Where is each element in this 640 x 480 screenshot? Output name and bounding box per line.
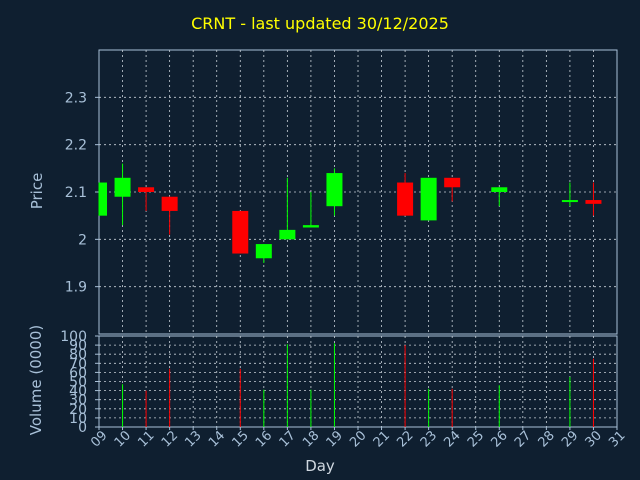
x-tick-label: 29 (559, 428, 581, 450)
x-tick-label: 18 (300, 428, 322, 450)
x-tick-label: 11 (135, 428, 157, 450)
volume-tick-label: 60 (69, 365, 87, 381)
candle-body (99, 182, 107, 216)
x-tick-label: 12 (159, 428, 181, 450)
x-tick-label: 16 (253, 428, 275, 450)
chart-title: CRNT - last updated 30/12/2025 (191, 14, 449, 33)
x-tick-label: 20 (347, 428, 369, 450)
candle-body (114, 177, 131, 197)
volume-tick-label: 90 (69, 338, 87, 354)
x-tick-label: 21 (371, 428, 393, 450)
candle-body (491, 187, 508, 192)
price-tick-label: 2.1 (65, 185, 87, 201)
volume-tick-label: 10 (69, 411, 87, 427)
x-tick-label: 15 (229, 428, 251, 450)
candle-body (397, 182, 414, 216)
volume-tick-label: 0 (78, 420, 87, 436)
x-tick-label: 17 (277, 428, 299, 450)
volume-tick-label: 40 (69, 384, 87, 400)
candle-body (444, 177, 461, 188)
candle-body (255, 244, 272, 259)
x-tick-label: 14 (206, 428, 228, 450)
price-tick-label: 2 (78, 232, 87, 248)
candle-body (561, 200, 578, 203)
x-tick-label: 30 (583, 428, 605, 450)
x-tick-label: 10 (112, 428, 134, 450)
candle-body (326, 173, 343, 207)
x-tick-label: 09 (88, 428, 110, 450)
candle-body (161, 196, 178, 211)
x-tick-label: 22 (394, 428, 416, 450)
price-tick-label: 1.9 (65, 280, 87, 296)
volume-tick-label: 50 (69, 375, 87, 391)
volume-tick-label: 100 (60, 329, 87, 345)
candle-body (302, 225, 319, 228)
x-tick-label: 25 (465, 428, 487, 450)
volume-tick-label: 80 (69, 347, 87, 363)
candle-body (232, 210, 249, 254)
price-tick-label: 2.2 (65, 138, 87, 154)
candle-body (420, 177, 437, 221)
candle-body (585, 200, 602, 204)
x-tick-label: 28 (536, 428, 558, 450)
x-tick-label: 31 (606, 428, 628, 450)
volume-tick-label: 20 (69, 402, 87, 418)
candle-body (279, 229, 296, 240)
x-tick-label: 26 (488, 428, 510, 450)
candle-body (138, 187, 155, 192)
x-tick-label: 19 (324, 428, 346, 450)
x-tick-label: 24 (441, 428, 463, 450)
volume-tick-label: 30 (69, 393, 87, 409)
x-tick-label: 23 (418, 428, 440, 450)
price-tick-label: 2.3 (65, 90, 87, 106)
volume-tick-label: 70 (69, 356, 87, 372)
x-axis-label: Day (305, 457, 335, 475)
x-tick-label: 27 (512, 428, 534, 450)
x-tick-label: 13 (182, 428, 204, 450)
